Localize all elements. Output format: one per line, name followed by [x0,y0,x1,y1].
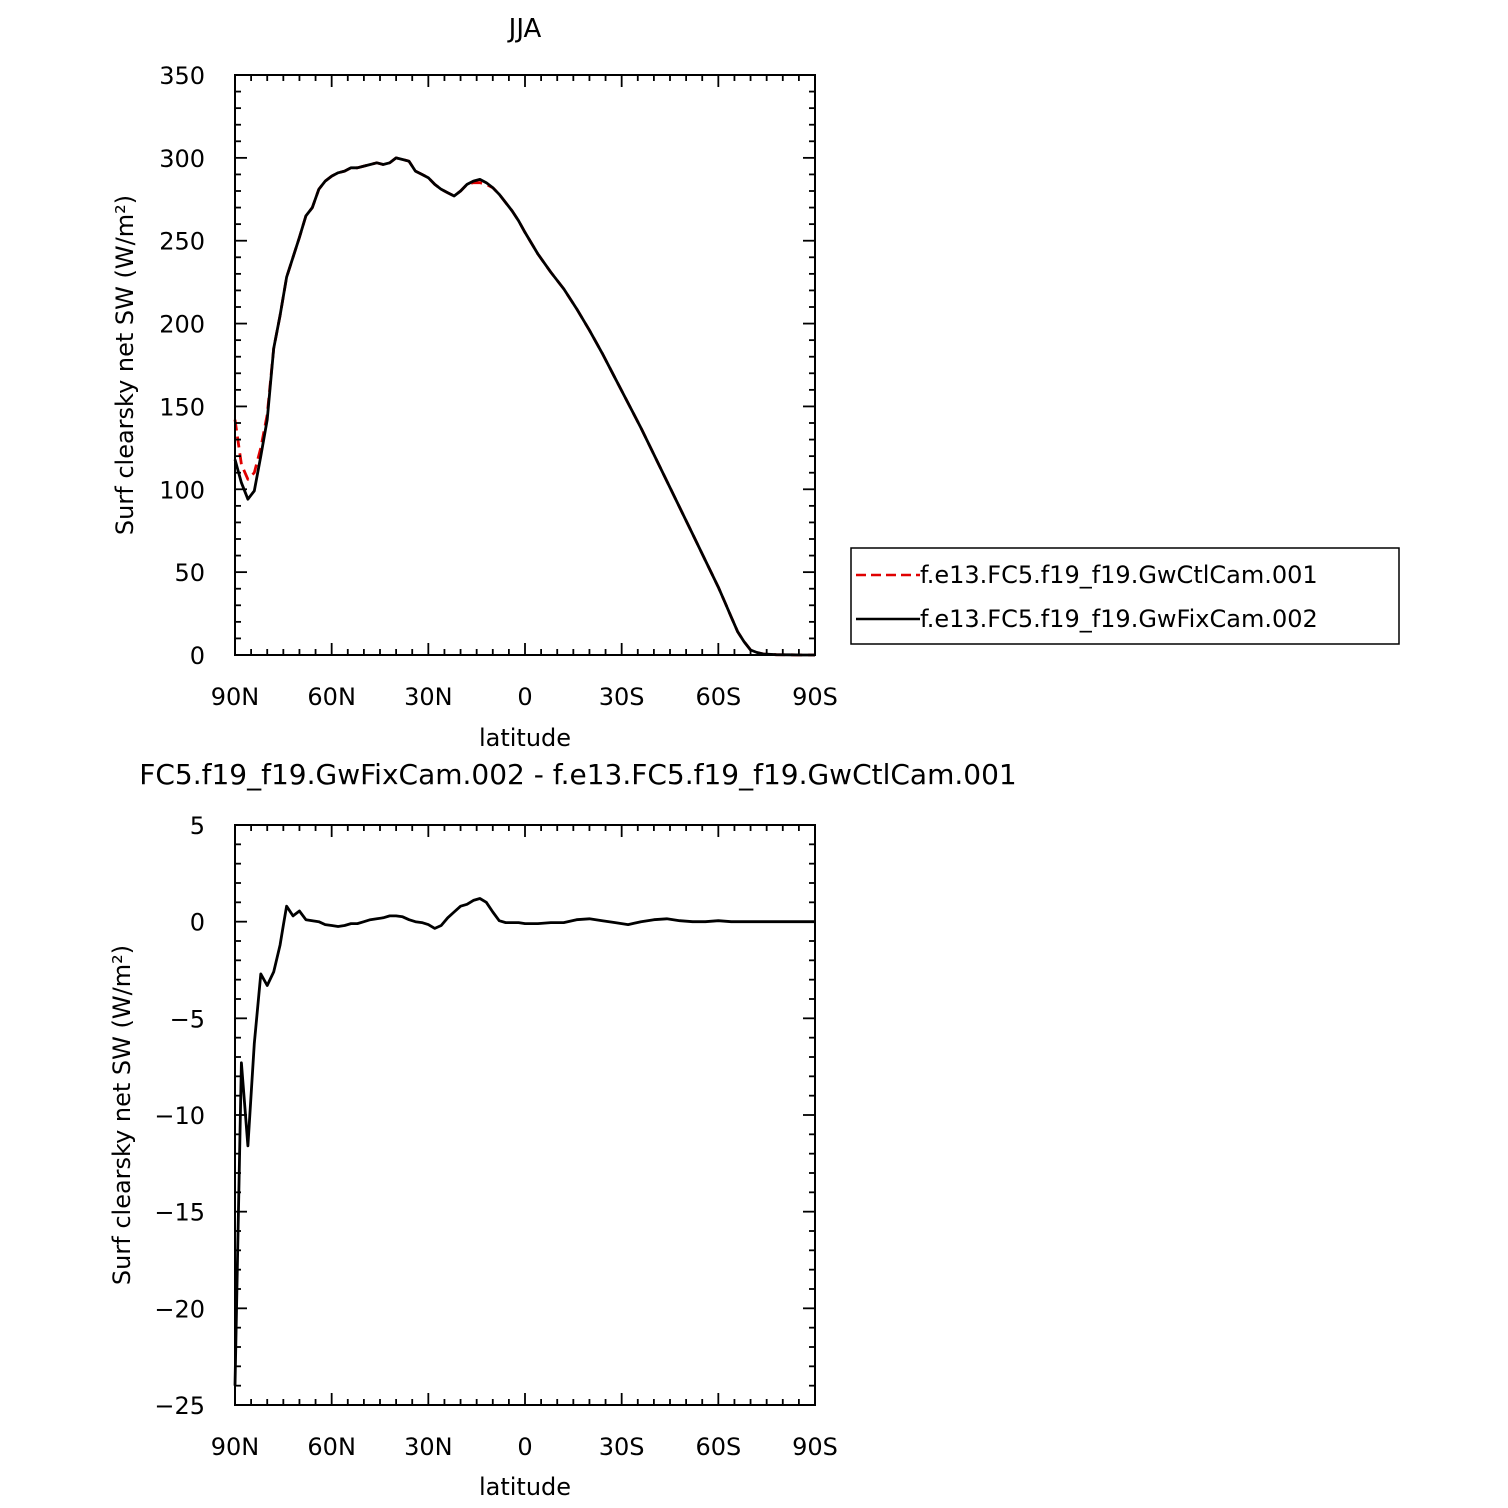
top-y-tick-label: 250 [159,228,205,256]
bottom-series-group [233,897,815,1386]
top-series-group [233,156,815,657]
bottom-x-axis-label: latitude [479,1473,571,1501]
bottom-y-tick-label: 5 [190,812,205,840]
legend-label-ctl: f.e13.FC5.f19_f19.GwCtlCam.001 [920,561,1318,589]
bottom-chart-title: FC5.f19_f19.GwFixCam.002 - f.e13.FC5.f19… [139,758,1016,791]
top-x-tick-label: 30S [599,683,645,711]
top-y-tick-label: 50 [174,559,205,587]
bottom-y-tick-label: −5 [170,1005,205,1033]
top-y-tick-label: 350 [159,62,205,90]
top-x-tick-label: 60N [307,683,356,711]
top-y-tick-label: 200 [159,311,205,339]
top-x-tick-label: 0 [517,683,532,711]
top-x-ticks: 90N 60N 30N 0 30S 60S 90S [211,75,838,711]
bottom-x-tick-label: 90S [792,1433,838,1461]
top-panel: JJA 90N 60N 30N 0 30S 60S 90S 0 50 100 150 200 250 3… [111,14,1400,752]
legend: f.e13.FC5.f19_f19.GwCtlCam.001 f.e13.FC5… [850,547,1400,645]
top-x-tick-label: 90N [211,683,260,711]
bottom-y-tick-label: −25 [154,1392,205,1420]
bottom-x-tick-label: 30S [599,1433,645,1461]
bottom-y-tick-label: −10 [154,1102,205,1130]
top-x-tick-label: 30N [404,683,453,711]
legend-box [850,547,1400,645]
bottom-x-ticks: 90N 60N 30N 0 30S 60S 90S [211,825,838,1461]
bottom-panel: FC5.f19_f19.GwFixCam.002 - f.e13.FC5.f19… [108,758,1017,1501]
bottom-x-tick-label: 30N [404,1433,453,1461]
top-y-axis-label: Surf clearsky net SW (W/m²) [111,195,139,535]
bottom-y-axis-label: Surf clearsky net SW (W/m²) [108,945,136,1285]
bottom-x-tick-label: 90N [211,1433,260,1461]
legend-label-fix: f.e13.FC5.f19_f19.GwFixCam.002 [920,605,1318,633]
top-chart-title: JJA [507,14,542,44]
top-y-ticks: 0 50 100 150 200 250 300 350 [159,62,815,670]
bottom-y-tick-label: −15 [154,1199,205,1227]
top-y-tick-label: 150 [159,393,205,421]
bottom-y-ticks: 5 0 −5 −10 −15 −20 −25 [154,812,815,1420]
bottom-series-line-0 [233,897,815,1386]
bottom-x-tick-label: 60S [695,1433,741,1461]
top-x-axis-label: latitude [479,724,571,752]
top-x-tick-label: 60S [695,683,741,711]
top-x-tick-label: 90S [792,683,838,711]
top-series-line-1 [233,156,815,657]
top-y-tick-label: 100 [159,476,205,504]
top-y-tick-label: 0 [190,642,205,670]
bottom-x-tick-label: 60N [307,1433,356,1461]
bottom-y-tick-label: 0 [190,909,205,937]
bottom-x-tick-label: 0 [517,1433,532,1461]
top-y-tick-label: 300 [159,145,205,173]
bottom-y-tick-label: −20 [154,1295,205,1323]
